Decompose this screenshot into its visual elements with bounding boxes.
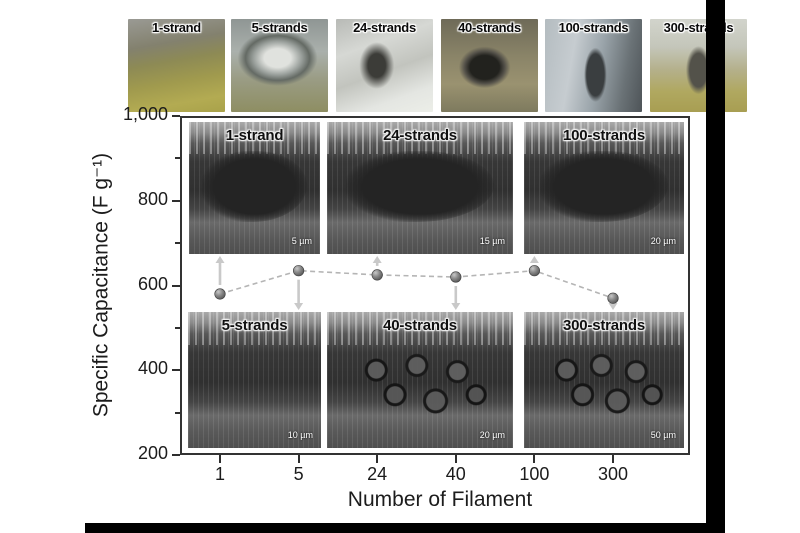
y-tick [172,284,180,287]
x-tick [297,455,300,463]
x-tick-label: 100 [519,464,550,484]
scale-bar-text: 50 µm [650,430,676,440]
scale-bar-text: 20 µm [650,236,676,246]
x-tick-label: 24 [367,464,388,484]
photo-label: 1-strand [152,20,201,35]
y-tick [172,115,180,117]
x-axis-label: Number of Filament [347,488,533,511]
y-tick-label: 1,000 [122,104,168,124]
photo-100-strands: 100-strands [545,19,642,112]
photo-5-strands: 5-strands [231,19,328,112]
y-tick-label: 200 [137,443,168,463]
sem-label: 100-strands [562,127,645,144]
x-tick [612,455,614,463]
scale-bar: 50 µm [651,425,676,443]
scale-bar-text: 10 µm [287,430,313,440]
x-tick-label: 40 [445,464,466,484]
scale-bar: 15 µm [480,231,505,249]
right-black-bar [706,0,725,533]
scale-bar-text: 15 µm [479,236,505,246]
sem-inset-5-strands: 5-strands 10 µm [188,312,321,448]
photo-label: 100-strands [558,20,629,35]
y-minor-tick [175,157,180,160]
scale-bar: 10 µm [288,425,313,443]
photo-label: 300-strands [663,20,734,35]
x-tick-label: 300 [597,464,629,484]
x-tick [219,455,221,463]
sem-label: 24-strands [383,127,457,144]
x-tick [376,455,379,463]
photo-40-strands: 40-strands [441,19,538,112]
sem-inset-40-strands: 40-strands 20 µm [327,312,513,448]
photo-1-strand: 1-strand [128,19,225,112]
scale-bar: 20 µm [480,425,505,443]
x-tick-label: 5 [293,464,304,484]
sem-label: 300-strands [562,317,645,334]
sem-label: 1-strand [225,127,284,144]
y-minor-tick [175,242,180,245]
sem-inset-24-strands: 24-strands 15 µm [327,122,513,254]
y-minor-tick [175,411,180,414]
photo-label: 24-strands [353,20,416,35]
sem-inset-100-strands: 100-strands 20 µm [524,122,684,254]
photo-label: 40-strands [458,20,521,35]
y-tick [172,369,180,372]
sem-label: 5-strands [221,317,288,334]
y-tick [172,454,180,456]
y-tick-label: 600 [137,273,168,294]
scale-bar: 20 µm [651,231,676,249]
scale-bar-text: 20 µm [479,430,505,440]
scale-bar-text: 5 µm [291,236,312,246]
photo-300-strands: 300-strands [650,19,747,112]
y-tick [172,199,180,202]
photo-24-strands: 24-strands [336,19,433,112]
sem-label: 40-strands [383,317,457,334]
bottom-black-bar [85,523,725,533]
photo-label: 5-strands [251,20,308,35]
sem-inset-1-strand: 1-strand 5 µm [189,122,320,254]
y-minor-tick [175,326,180,329]
y-tick-label: 400 [137,358,168,379]
scale-bar: 5 µm [292,231,312,249]
y-tick-label: 800 [137,188,168,209]
x-tick [454,455,457,463]
x-tick-label: 1 [214,464,225,484]
x-tick [533,455,536,463]
sem-inset-300-strands: 300-strands 50 µm [524,312,684,448]
